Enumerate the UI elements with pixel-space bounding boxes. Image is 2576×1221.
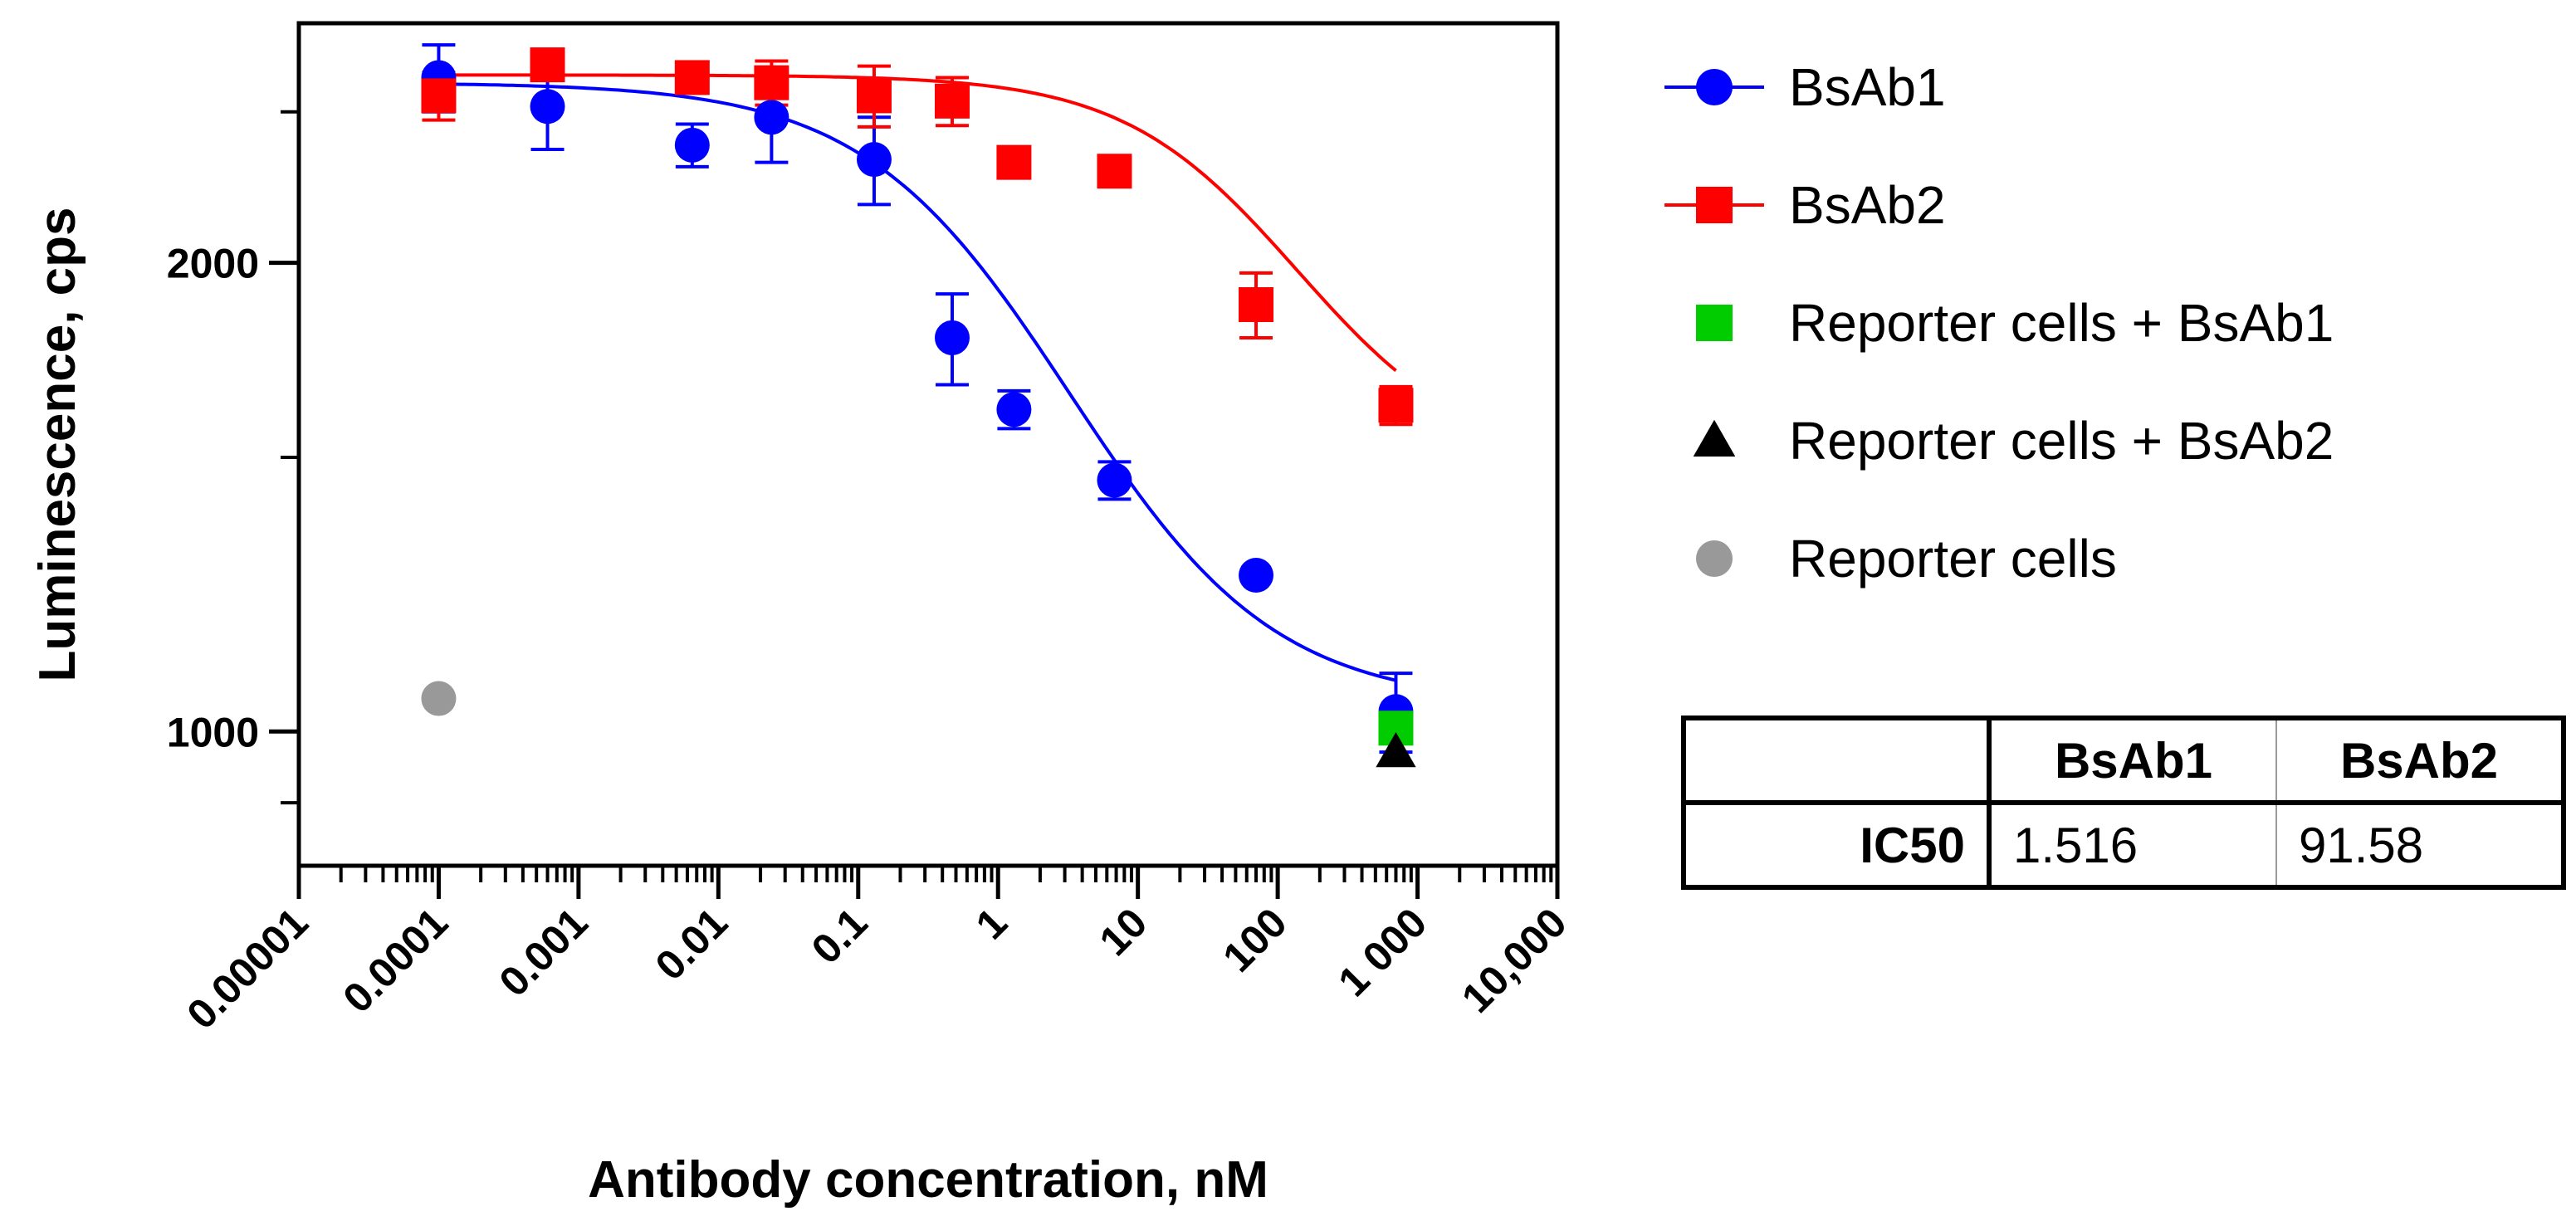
data-point-bsab2 [1378,388,1414,423]
data-point-bsab2 [421,78,457,114]
x-tick-label: 10,000 [1453,899,1576,1022]
ic50-row-label: IC50 [1684,803,1992,887]
legend-label-reporter-cells-bsab2: Reporter cells + BsAb2 [1789,411,2334,471]
data-point-bsab1 [1239,558,1274,593]
data-point-bsab2 [1097,154,1132,189]
ic50-table-corner [1684,718,1992,805]
x-tick-label: 0.01 [647,899,736,989]
ic50-header-bsab1: BsAb1 [1989,718,2277,805]
legend-marker-reporter-cells [1696,540,1733,577]
legend-marker-bsab2 [1696,187,1733,223]
x-tick-label: 0.0001 [334,899,457,1022]
data-point-reporter-cells-bsab2 [1376,731,1416,768]
ic50-table-header: BsAb1 BsAb2 [1684,718,2564,805]
legend-label-bsab2: BsAb2 [1789,175,1946,235]
plot-area [421,43,1416,768]
data-point-bsab1 [1097,462,1132,498]
data-point-bsab1 [934,320,970,355]
x-axis-title: Antibody concentration, nM [588,1151,1268,1209]
ic50-table-row: IC50 1.516 91.58 [1684,803,2564,887]
x-tick-label: 1 [967,899,1016,948]
data-point-bsab2 [674,60,710,95]
data-point-bsab1 [754,100,789,135]
data-point-bsab2 [934,83,970,119]
legend-label-reporter-cells-bsab1: Reporter cells + BsAb1 [1789,293,2334,353]
plot-frame [296,21,1560,868]
ic50-header-bsab2: BsAb2 [2276,718,2564,805]
data-point-bsab2 [754,65,789,100]
x-tick-label: 100 [1214,899,1296,981]
axes: 0.00001 0.0001 0.001 0.01 0.1 1 10 100 1 000 10,0… [29,21,1576,1209]
y-axis-title: Luminescence, cps [29,207,86,681]
ic50-value-bsab2: 91.58 [2299,817,2424,873]
data-point-bsab2 [996,144,1032,180]
y-tick-label: 1000 [167,709,259,755]
x-tick-label: 1 000 [1329,899,1435,1005]
fit-curve-bsab1 [438,82,1396,682]
data-point-bsab2 [1239,286,1274,322]
legend-marker-bsab1 [1696,69,1733,105]
x-tick-label: 10 [1091,899,1156,965]
data-point-bsab2 [856,78,892,114]
data-point-bsab2 [530,47,565,83]
fit-curve-bsab2 [438,73,1397,373]
x-tick-label: 0.1 [803,899,877,973]
data-point-reporter-cells [421,681,457,716]
legend-label-bsab1: BsAb1 [1789,57,1946,117]
data-point-bsab1 [674,127,710,163]
data-point-bsab1 [856,142,892,178]
x-tick-label: 0.00001 [178,899,316,1038]
legend-marker-reporter-cells-bsab1 [1696,305,1733,341]
legend-marker-reporter-cells-bsab2 [1693,419,1736,457]
legend: BsAb1 BsAb2 Reporter cells + BsAb1 Reporter… [1664,57,2334,589]
x-tick-label: 0.001 [491,899,597,1005]
data-point-bsab1 [996,392,1032,427]
ic50-value-bsab1: 1.516 [1989,803,2277,887]
legend-label-reporter-cells: Reporter cells [1789,529,2117,589]
data-point-bsab1 [530,89,565,125]
ic50-table: BsAb1 BsAb2 IC50 1.516 91.58 [1681,716,2566,890]
y-tick-label: 2000 [167,241,259,287]
